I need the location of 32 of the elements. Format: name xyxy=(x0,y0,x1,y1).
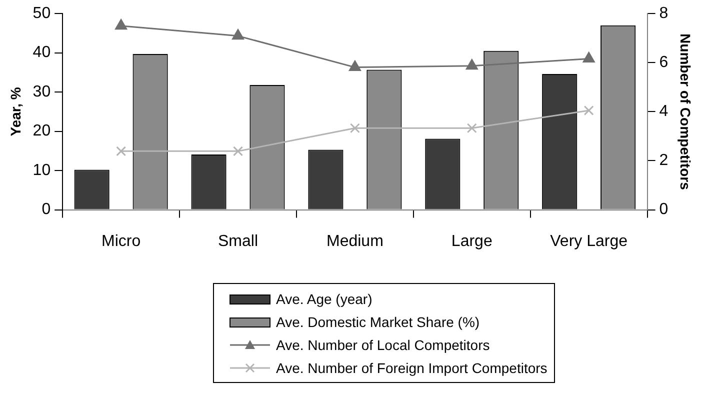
y2-tick-label: 4 xyxy=(659,103,668,120)
y-tick-label: 50 xyxy=(32,5,51,22)
y-tick-label: 0 xyxy=(42,201,51,218)
legend-label: Ave. Number of Local Competitors xyxy=(276,336,490,352)
y-tick-label: 10 xyxy=(32,162,51,179)
point xyxy=(116,146,126,156)
x-tick-label: Very Large xyxy=(550,232,628,250)
point xyxy=(232,29,244,40)
legend-label: Ave. Domestic Market Share (%) xyxy=(276,314,480,330)
point xyxy=(350,123,360,134)
y-tick-label: 40 xyxy=(32,44,51,62)
y2-tick-label: 8 xyxy=(659,5,668,22)
y-tick-label: 30 xyxy=(32,83,51,100)
point xyxy=(466,59,478,70)
point xyxy=(233,146,243,156)
point xyxy=(466,123,477,134)
legend-label: Ave. Number of Foreign Import Competitors xyxy=(276,360,548,376)
y2-tick-label: 0 xyxy=(659,201,668,218)
y-axis-title: Year, % xyxy=(7,86,24,136)
point xyxy=(584,105,594,116)
y2-tick-label: 2 xyxy=(659,152,668,170)
x-tick-label: Micro xyxy=(102,232,141,250)
y2-axis-title: Number of Competitors xyxy=(678,34,694,190)
x-tick-label: Small xyxy=(218,232,258,250)
y-tick-label: 20 xyxy=(32,122,51,140)
x-tick-label: Large xyxy=(451,232,492,250)
point xyxy=(349,60,361,72)
point xyxy=(582,52,595,62)
legend-label: Ave. Age (year) xyxy=(276,290,372,306)
x-tick-label: Medium xyxy=(326,232,384,250)
point xyxy=(115,19,128,30)
y2-tick-label: 6 xyxy=(659,54,668,72)
